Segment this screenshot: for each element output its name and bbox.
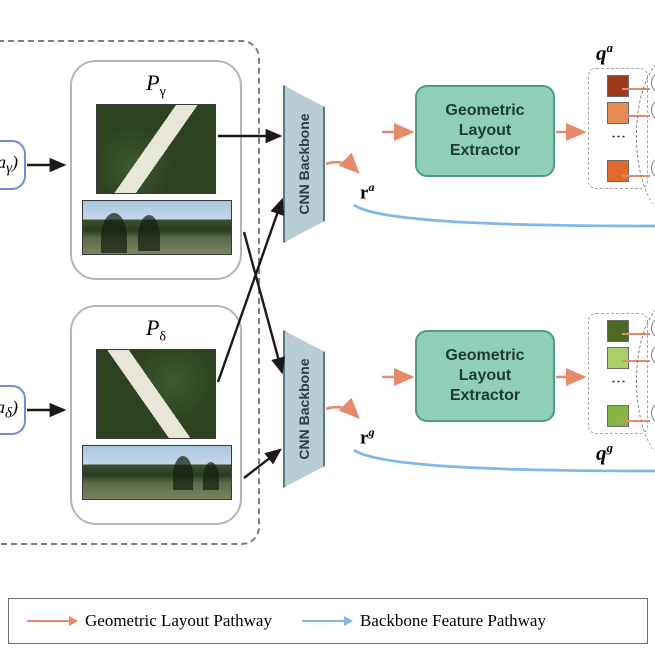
pair-gamma-card: Pγ — [70, 60, 242, 280]
extractor-top-label: GeometricLayoutExtractor — [445, 101, 524, 161]
arrow-cnn-r-a — [326, 162, 358, 172]
pair-delta-aerial-image — [96, 349, 216, 439]
legend-arrow-orange — [27, 620, 77, 623]
extractor-bottom-label: GeometricLayoutExtractor — [445, 346, 524, 406]
q-a-box-2 — [607, 102, 629, 124]
q-g-label: qg — [596, 440, 613, 466]
q-a-box-3 — [607, 160, 629, 182]
feature-r-g-label: rg — [360, 425, 374, 449]
q-a-box-1 — [607, 75, 629, 97]
geometric-layout-extractor-top: GeometricLayoutExtractor — [415, 85, 555, 177]
q-g-box-3 — [607, 405, 629, 427]
pair-delta-title: Pδ — [82, 315, 230, 345]
pair-delta-panorama-image — [82, 445, 232, 500]
pair-gamma-aerial-image — [96, 104, 216, 194]
arrow-cnn-r-g — [326, 407, 358, 417]
legend-item-backbone: Backbone Feature Pathway — [302, 611, 546, 631]
q-g-ellipsis: ⋮ — [614, 374, 622, 400]
geometric-layout-extractor-bottom: GeometricLayoutExtractor — [415, 330, 555, 422]
legend-item-geometric: Geometric Layout Pathway — [27, 611, 272, 631]
q-g-box-1 — [607, 320, 629, 342]
architecture-diagram: aγ) aδ) Pγ Pδ CNN Backbone CNN Backbone … — [0, 0, 655, 655]
q-a-label: qa — [596, 40, 613, 66]
input-gamma-label: aγ) — [0, 152, 18, 178]
cnn-backbone-bottom: CNN Backbone — [283, 330, 325, 488]
input-gamma: aγ) — [0, 140, 26, 190]
q-a-ellipsis: ⋮ — [614, 129, 622, 155]
legend: Geometric Layout Pathway Backbone Featur… — [8, 598, 648, 644]
pair-gamma-title: Pγ — [82, 70, 230, 100]
legend-arrow-blue — [302, 620, 352, 623]
feature-r-a-label: ra — [360, 180, 374, 204]
input-delta: aδ) — [0, 385, 26, 435]
legend-label-backbone: Backbone Feature Pathway — [360, 611, 546, 631]
pair-gamma-panorama-image — [82, 200, 232, 255]
q-g-box-2 — [607, 347, 629, 369]
legend-label-geometric: Geometric Layout Pathway — [85, 611, 272, 631]
cnn-backbone-top: CNN Backbone — [283, 85, 325, 243]
blue-path-top — [354, 205, 655, 226]
cnn-backbone-bottom-label: CNN Backbone — [296, 358, 312, 459]
pair-delta-card: Pδ — [70, 305, 242, 525]
cnn-backbone-top-label: CNN Backbone — [296, 113, 312, 214]
input-delta-label: aδ) — [0, 397, 18, 423]
